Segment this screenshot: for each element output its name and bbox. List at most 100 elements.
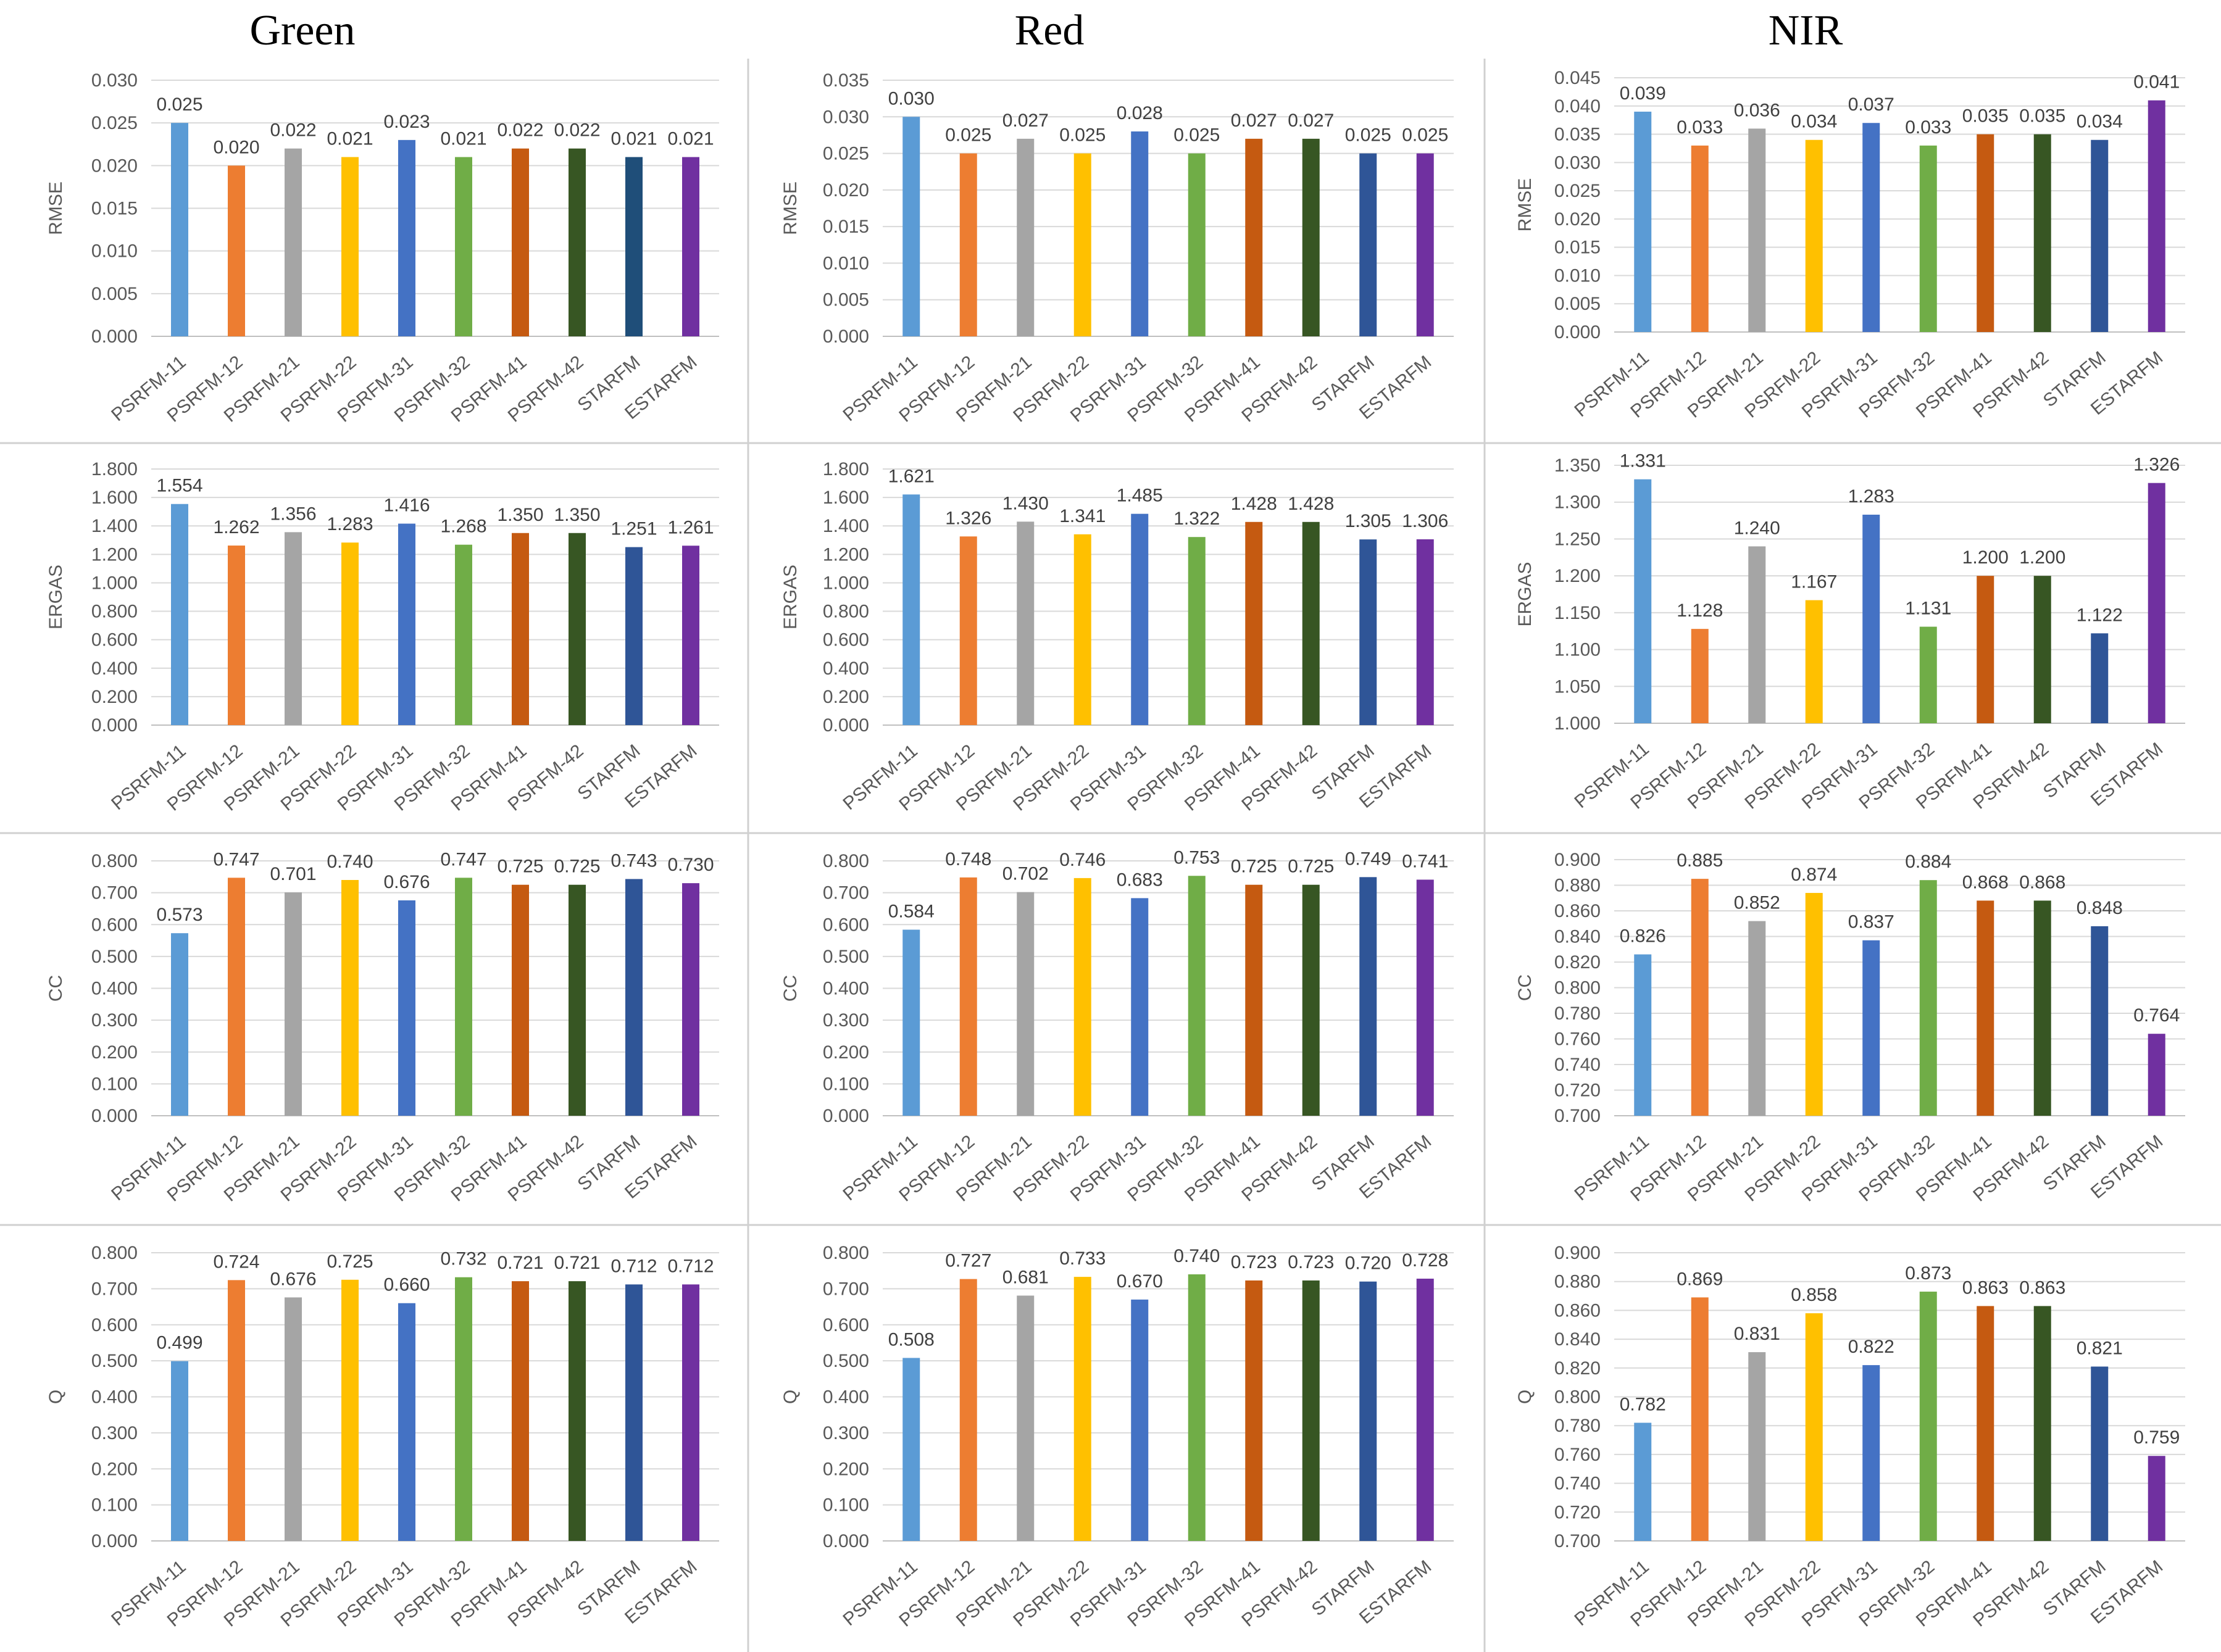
data-label: 0.027: [1288, 110, 1334, 131]
bar: [285, 148, 302, 336]
y-tick-label: 0.035: [1554, 125, 1601, 145]
y-tick-label: 0.800: [823, 602, 869, 622]
data-label: 1.268: [440, 517, 486, 537]
bar: [398, 900, 415, 1116]
data-label: 0.027: [1002, 110, 1049, 131]
y-tick-label: 0.800: [91, 851, 138, 871]
y-tick-label: 0.100: [823, 1074, 869, 1094]
data-label: 0.702: [1002, 864, 1049, 884]
data-label: 0.868: [1962, 872, 2009, 892]
data-label: 0.730: [667, 855, 714, 875]
data-label: 0.873: [1905, 1263, 1951, 1284]
column-title-red: Red: [1015, 7, 1085, 54]
data-label: 0.025: [945, 125, 991, 146]
data-label: 0.725: [1288, 857, 1334, 877]
column-titles: Green Red NIR: [249, 7, 1843, 54]
data-label: 1.262: [213, 517, 259, 538]
y-tick-label: 0.840: [1554, 1329, 1601, 1350]
y-tick-label: 1.300: [1554, 492, 1601, 513]
bar: [1977, 134, 1994, 333]
y-tick-label: 0.400: [91, 658, 138, 679]
bar: [569, 148, 586, 336]
bar: [2148, 1456, 2165, 1541]
bar: [959, 877, 977, 1116]
bar: [2091, 1366, 2109, 1541]
data-label: 0.826: [1620, 926, 1666, 947]
data-label: 0.721: [554, 1253, 600, 1273]
bar: [341, 542, 359, 725]
data-label: 1.283: [1848, 486, 1894, 507]
bar: [1634, 111, 1652, 332]
data-label: 0.759: [2133, 1427, 2180, 1448]
bar: [228, 546, 245, 725]
bar: [1691, 1297, 1709, 1541]
y-tick-label: 0.400: [91, 979, 138, 999]
y-tick-label: 0.800: [91, 602, 138, 622]
bar: [1017, 521, 1035, 725]
data-label: 0.039: [1620, 83, 1666, 104]
y-tick-label: 0.400: [91, 1387, 138, 1408]
data-label: 0.848: [2077, 898, 2123, 918]
bar: [2148, 483, 2165, 723]
data-label: 0.863: [1962, 1277, 2009, 1298]
data-label: 0.036: [1734, 100, 1780, 120]
data-label: 0.764: [2133, 1005, 2180, 1026]
y-tick-label: 0.005: [1554, 294, 1601, 314]
data-label: 0.025: [1059, 125, 1106, 146]
bar: [512, 884, 529, 1116]
bar: [1017, 138, 1035, 336]
data-label: 0.863: [2019, 1277, 2065, 1298]
data-label: 0.724: [213, 1251, 259, 1272]
y-tick-label: 1.250: [1554, 529, 1601, 549]
y-tick-label: 1.200: [1554, 566, 1601, 586]
y-tick-label: 0.800: [1554, 978, 1601, 998]
bar: [569, 1281, 586, 1541]
y-tick-label: 0.000: [91, 1106, 138, 1126]
data-label: 0.021: [440, 129, 486, 149]
y-tick-label: 0.820: [1554, 1358, 1601, 1379]
y-tick-label: 0.040: [1554, 96, 1601, 117]
panel-dividers: [0, 59, 2221, 1652]
bar: [512, 533, 529, 725]
bar: [1416, 1279, 1434, 1541]
data-label: 1.200: [1962, 547, 2009, 568]
chart-panels: 0.0000.0050.0100.0150.0200.0250.030RMSE0…: [46, 68, 2185, 1631]
y-axis-title: CC: [46, 975, 66, 1002]
y-tick-label: 0.000: [823, 326, 869, 347]
chart-panel: 0.000 0.100 0.200 0.300 0.400 0.500 0.600 0.700…: [780, 1243, 1454, 1631]
data-label: 0.721: [497, 1253, 543, 1273]
bar: [455, 878, 472, 1116]
data-label: 0.041: [2133, 72, 2180, 93]
data-label: 0.022: [554, 120, 600, 141]
bar: [682, 546, 699, 725]
y-tick-label: 0.500: [91, 1351, 138, 1371]
bar: [1245, 884, 1263, 1116]
data-label: 1.128: [1677, 600, 1723, 621]
bar: [1748, 921, 1766, 1116]
y-tick-label: 0.200: [823, 687, 869, 707]
bar: [1245, 138, 1263, 336]
chart-panel: 0.000 0.005 0.010 0.015 0.020 0.025 0.030 0.035…: [780, 70, 1454, 426]
chart-panel: 0.000 0.005 0.010 0.015 0.020 0.025 0.030 RMSE 0…: [46, 70, 719, 426]
y-tick-label: 0.700: [1554, 1531, 1601, 1551]
y-tick-label: 1.400: [823, 516, 869, 536]
y-tick-label: 0.000: [1554, 322, 1601, 342]
data-label: 0.720: [1345, 1253, 1391, 1274]
y-tick-label: 0.700: [823, 883, 869, 903]
bar: [1188, 153, 1206, 337]
data-label: 0.022: [270, 120, 316, 141]
data-label: 0.874: [1791, 865, 1837, 885]
bar: [1188, 876, 1206, 1116]
data-label: 1.167: [1791, 572, 1837, 592]
data-label: 1.621: [888, 466, 935, 486]
bar: [959, 1279, 977, 1541]
chart-panel: 0.700 0.720 0.740 0.760 0.780 0.800 0.820 0.840…: [1515, 850, 2185, 1206]
bar: [1017, 1295, 1035, 1541]
y-tick-label: 0.000: [91, 326, 138, 347]
data-label: 0.499: [156, 1333, 202, 1353]
bar: [228, 1280, 245, 1541]
data-label: 0.034: [1791, 112, 1837, 132]
data-label: 1.356: [270, 504, 316, 524]
y-tick-label: 0.400: [823, 658, 869, 679]
bar: [1919, 1292, 1937, 1541]
